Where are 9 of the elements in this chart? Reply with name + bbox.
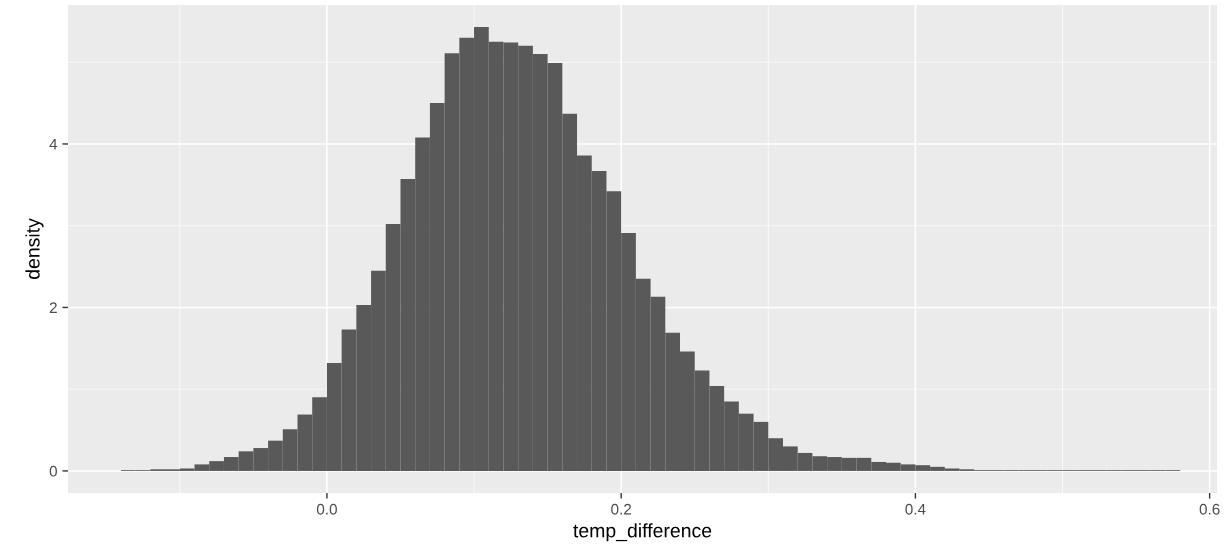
x-axis-title: temp_difference — [573, 523, 712, 542]
x-tick-label: 0.2 — [611, 503, 632, 515]
x-tick-label: 0.6 — [1199, 503, 1220, 515]
x-tick-label: 0.4 — [905, 503, 926, 515]
y-tick-label: 2 — [49, 302, 57, 313]
x-tick-label: 0.0 — [316, 503, 337, 515]
y-tick-label: 0 — [49, 465, 57, 477]
y-axis-title: density — [25, 218, 44, 279]
y-tick-label: 4 — [49, 138, 58, 150]
